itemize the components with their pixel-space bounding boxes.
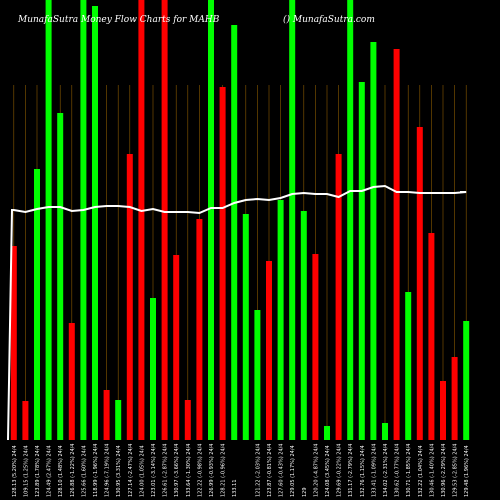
x-tick-label: 129.69 (-0.22%) 24/4: [337, 444, 343, 498]
x-tick-label: 129.05 (1.17%) 24/4: [290, 445, 296, 497]
bar: [254, 310, 261, 440]
bar: [440, 381, 446, 440]
x-tick-label: 124.08 (3.45%) 24/4: [325, 445, 331, 497]
x-tick-label: 118.99 (-1.96%) 24/4: [93, 444, 99, 498]
x-tick-label: 130.46 (-1.40%) 24/4: [429, 444, 435, 498]
x-tick-label: 128.21 (-0.96%) 24/4: [221, 444, 227, 498]
bar: [242, 214, 249, 440]
bar: [231, 25, 238, 440]
bar: [161, 0, 168, 440]
bar: [266, 261, 272, 440]
x-tick-label: 124.49 (2.47%) 24/4: [47, 445, 53, 497]
x-tick-label: 130.71 (-1.85%) 24/4: [406, 444, 412, 498]
bar: [68, 323, 75, 440]
x-tick-label: 125.66 (1.60%) 24/4: [81, 445, 87, 497]
bar: [358, 82, 365, 440]
x-tick-label: 128.10 (1.48%) 24/4: [58, 445, 64, 497]
bar: [393, 49, 400, 440]
x-tick-label: 127.60 (-0.43%) 24/4: [279, 444, 285, 498]
x-tick-label: 133.41 (-1.09%) 24/4: [371, 444, 377, 498]
trend-line: [7, 184, 467, 441]
bar: [289, 0, 296, 440]
x-tick-label: 109.15 (1.25%) 24/4: [23, 445, 29, 497]
x-axis-ticks: 128.13 (5.20%) 24/4 109.15 (1.25%) 24/4 12…: [12, 444, 470, 498]
x-tick-label: 122.22 (-0.98%) 24/4: [197, 444, 203, 498]
site-name: () MunafaSutra.com: [283, 14, 375, 25]
bars: [10, 0, 470, 440]
x-tick-label: 128.13 (5.20%) 24/4: [12, 445, 18, 497]
bar: [196, 219, 203, 440]
x-tick-label: 130.96 (-2.29%) 24/4: [441, 444, 447, 498]
bar: [34, 169, 40, 440]
x-tick-label: 126.99 (-0.93%) 24/4: [209, 444, 215, 498]
bar: [92, 6, 98, 440]
x-tick-label: 130.62 (-0.77%) 24/4: [395, 444, 401, 498]
bar: [10, 246, 17, 440]
bar: [300, 211, 307, 440]
x-tick-label: 129.53 (-2.85%) 24/4: [453, 444, 459, 498]
bar: [22, 401, 29, 440]
bar: [428, 233, 435, 440]
bar: [45, 0, 52, 440]
x-tick-label: 124.00 (1.05%) 24/4: [139, 445, 145, 497]
x-tick-label: 132.22 (1.04%) 24/4: [418, 445, 424, 497]
trend-line-path: [7, 184, 467, 441]
bar: [347, 0, 354, 440]
x-tick-label: 121.22 (-2.03%) 24/4: [255, 444, 261, 498]
x-tick-label: 133.11: [232, 480, 238, 498]
x-tick-label: 133.64 (-1.30%) 24/4: [186, 444, 192, 498]
x-tick-label: 129.48 (1.96%) 24/4: [464, 445, 470, 497]
bar: [324, 426, 330, 440]
x-tick-label: 126.61 (-2.87%) 24/4: [163, 444, 169, 498]
bar: [150, 298, 156, 440]
bar: [80, 0, 87, 440]
bar: [57, 113, 64, 440]
bar: [219, 87, 226, 440]
x-tick-label: 130.97 (-3.66%) 24/4: [174, 444, 180, 498]
x-tick-label: 130.95 (3.31%) 24/4: [116, 445, 122, 497]
bar: [103, 390, 110, 440]
x-tick-label: 126.88 (-1.22%) 24/4: [70, 444, 76, 498]
x-tick-label: 132.76 (1.15%) 24/4: [360, 445, 366, 497]
bar: [370, 42, 377, 440]
bar: [184, 400, 191, 440]
x-tick-label: 129: [302, 487, 308, 497]
bar: [382, 423, 388, 440]
bar: [173, 255, 180, 440]
bar: [138, 0, 145, 440]
x-tick-label: 120.20 (-4.87%) 24/4: [313, 444, 319, 498]
bar: [126, 154, 133, 440]
x-tick-label: 123.87 (-0.81%) 24/4: [267, 444, 273, 498]
bar: [312, 254, 319, 440]
x-tick-label: 124.96 (-7.19%) 24/4: [105, 444, 111, 498]
x-tick-label: 134.02 (-2.31%) 24/4: [383, 444, 389, 498]
bar: [115, 400, 122, 440]
x-tick-label: 123.01 (-3.14%) 24/4: [151, 444, 157, 498]
x-tick-label: 131.17 (-2.79%) 24/4: [348, 444, 354, 498]
chart-title: MunafaSutra Money Flow Charts for MAHB: [17, 15, 220, 25]
bar: [416, 127, 423, 440]
bar: [463, 321, 470, 440]
x-tick-label: 127.14 (-2.47%) 24/4: [128, 444, 134, 498]
bar: [405, 292, 412, 440]
bar: [335, 154, 342, 440]
bar: [208, 0, 214, 440]
bar: [451, 357, 458, 440]
x-tick-label: 123.89 (1.78%) 24/4: [35, 445, 41, 497]
bar: [277, 200, 284, 440]
